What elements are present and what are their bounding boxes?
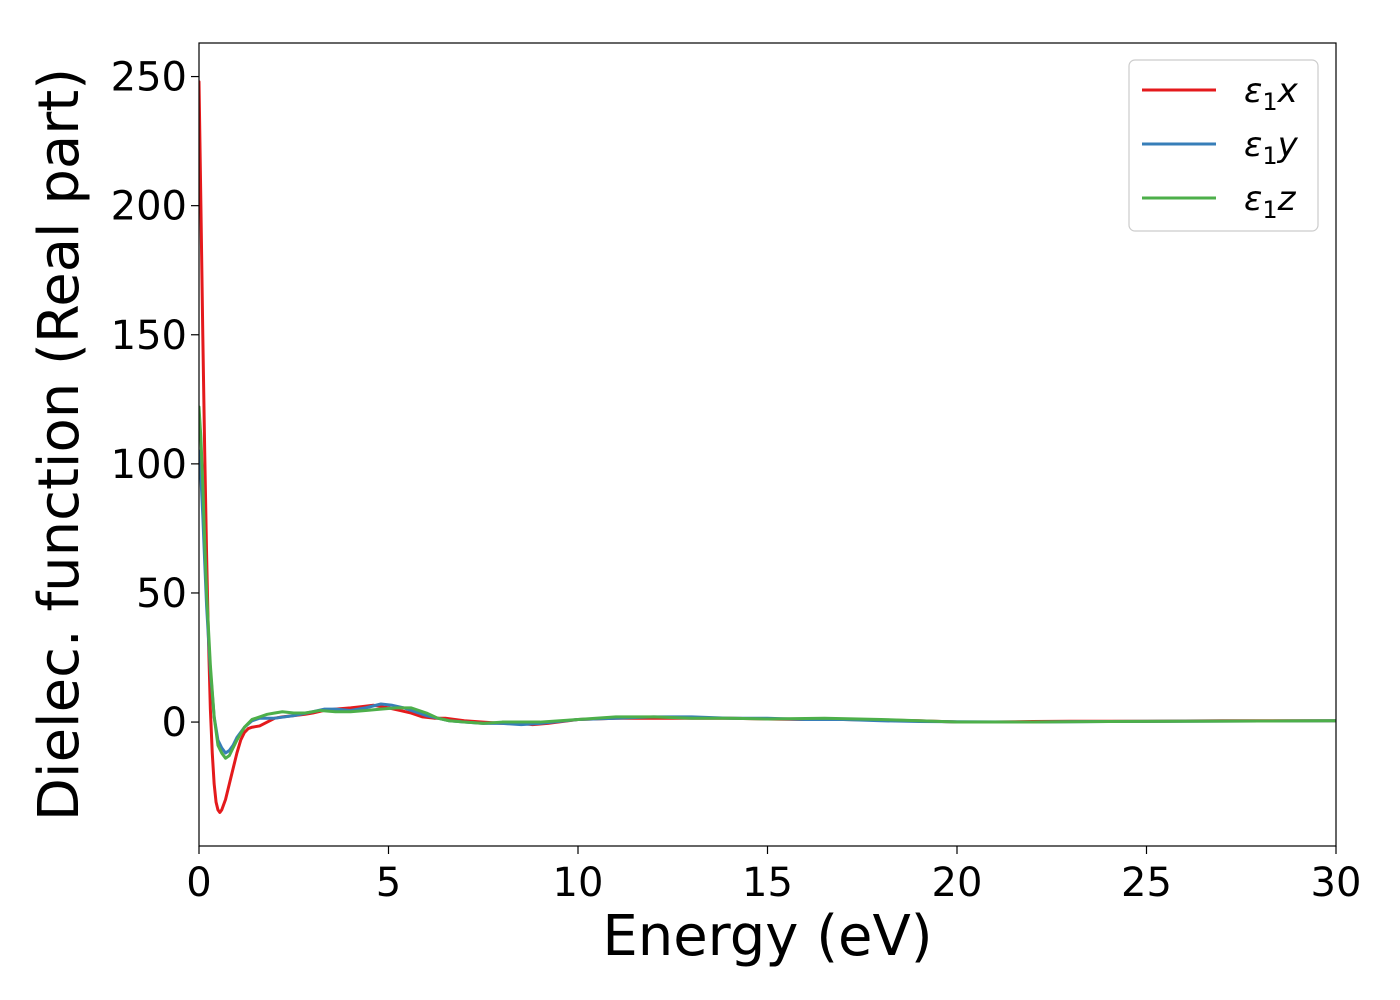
x-tick-label: 25 — [1121, 860, 1172, 906]
y-tick-label: 150 — [111, 313, 187, 359]
x-tick-label: 20 — [932, 860, 983, 906]
y-tick-label: 100 — [111, 442, 187, 488]
x-axis-label: Energy (eV) — [602, 904, 932, 969]
legend-box — [1128, 59, 1319, 232]
x-tick-label: 0 — [186, 860, 211, 906]
x-tick-label: 5 — [376, 860, 401, 906]
legend-entry-z: ε1z — [1244, 179, 1297, 224]
legend: ε1x ε1y ε1z — [1128, 59, 1319, 232]
x-tick-label: 10 — [553, 860, 604, 906]
legend-entry-x: ε1x — [1244, 71, 1299, 116]
y-tick-label: 0 — [162, 700, 187, 746]
y-axis: 0 50 100 150 200 250 — [111, 55, 199, 746]
y-tick-label: 200 — [111, 184, 187, 230]
x-tick-label: 30 — [1311, 860, 1362, 906]
legend-entry-y: ε1y — [1244, 125, 1299, 170]
y-axis-label: Dielec. function (Real part) — [27, 68, 92, 821]
y-tick-label: 250 — [111, 55, 187, 101]
x-axis: 0 5 10 15 20 25 30 — [186, 846, 1361, 906]
series-line-z — [199, 405, 1336, 760]
y-tick-label: 50 — [136, 571, 187, 617]
x-tick-label: 15 — [742, 860, 793, 906]
plot-lines — [199, 80, 1336, 814]
